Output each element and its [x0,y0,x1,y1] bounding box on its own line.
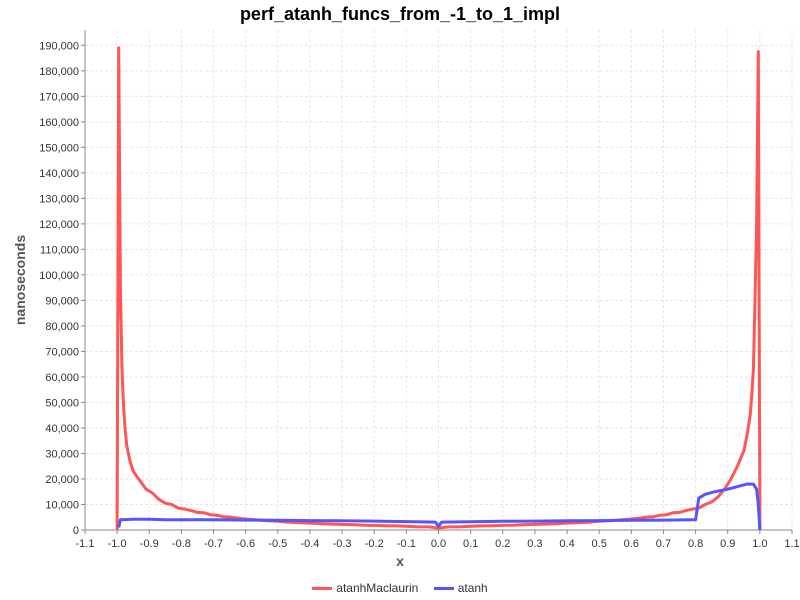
x-tick-label: 0.2 [495,538,510,550]
x-tick-label: -0.9 [140,538,159,550]
y-tick-label: 60,000 [45,372,79,384]
x-tick-label: -1.1 [76,538,95,550]
x-tick-label: 1.0 [752,538,767,550]
y-tick-label: 180,000 [39,66,79,78]
x-tick-label: -0.3 [333,538,352,550]
x-tick-label: 0.1 [463,538,478,550]
x-axis-label: x [396,553,404,569]
y-tick-label: 170,000 [39,91,79,103]
x-tick-label: -0.5 [268,538,287,550]
x-tick-label: 0.6 [624,538,639,550]
x-tick-label: 0.9 [720,538,735,550]
y-tick-label: 20,000 [45,474,79,486]
x-tick-label: 0.4 [559,538,574,550]
y-tick-label: 0 [73,525,79,537]
y-tick-label: 80,000 [45,321,79,333]
x-tick-label: -0.4 [300,538,319,550]
x-tick-label: -0.1 [397,538,416,550]
x-tick-label: -0.6 [236,538,255,550]
y-tick-label: 100,000 [39,270,79,282]
x-tick-label: -0.2 [365,538,384,550]
y-tick-label: 10,000 [45,499,79,511]
chart-title: perf_atanh_funcs_from_-1_to_1_impl [239,4,561,24]
y-tick-label: 140,000 [39,168,79,180]
y-tick-label: 40,000 [45,423,79,435]
y-tick-label: 150,000 [39,142,79,154]
legend-swatch-atanh [433,587,454,591]
axes: 0 10,000 20,000 30,000 40,000 50,000 60,000 70,… [39,30,800,550]
y-tick-label: 110,000 [40,244,79,256]
legend: atanhMaclaurin atanh [0,581,800,595]
x-tick-label: -0.8 [172,538,191,550]
y-tick-label: 190,000 [39,40,79,52]
legend-label-atanhmaclaurin: atanhMaclaurin [336,581,419,595]
y-tick-label: 160,000 [39,117,79,129]
x-tick-label: 0.3 [527,538,542,550]
y-tick-label: 90,000 [45,295,79,307]
series-layer [115,46,762,531]
series-line-atanhmaclaurin [115,46,762,531]
legend-swatch-atanhmaclaurin [312,587,333,591]
y-tick-label: 70,000 [45,346,79,358]
legend-item-atanh: atanh [433,581,488,595]
legend-item-atanhmaclaurin: atanhMaclaurin [312,581,418,595]
x-tick-label: 0.0 [431,538,446,550]
x-tick-label: -0.7 [204,538,223,550]
y-tick-label: 30,000 [45,448,79,460]
x-tick-label: 1.1 [784,538,799,550]
x-tick-label: -1.0 [108,538,127,550]
y-tick-label: 50,000 [45,397,79,409]
series-line-atanh [117,482,762,531]
x-tick-label: 0.7 [656,538,671,550]
y-tick-label: 120,000 [39,219,79,231]
legend-label-atanh: atanh [457,581,488,595]
x-tick-label: 0.8 [688,538,703,550]
x-tick-label: 0.5 [592,538,607,550]
y-tick-label: 130,000 [39,193,79,205]
